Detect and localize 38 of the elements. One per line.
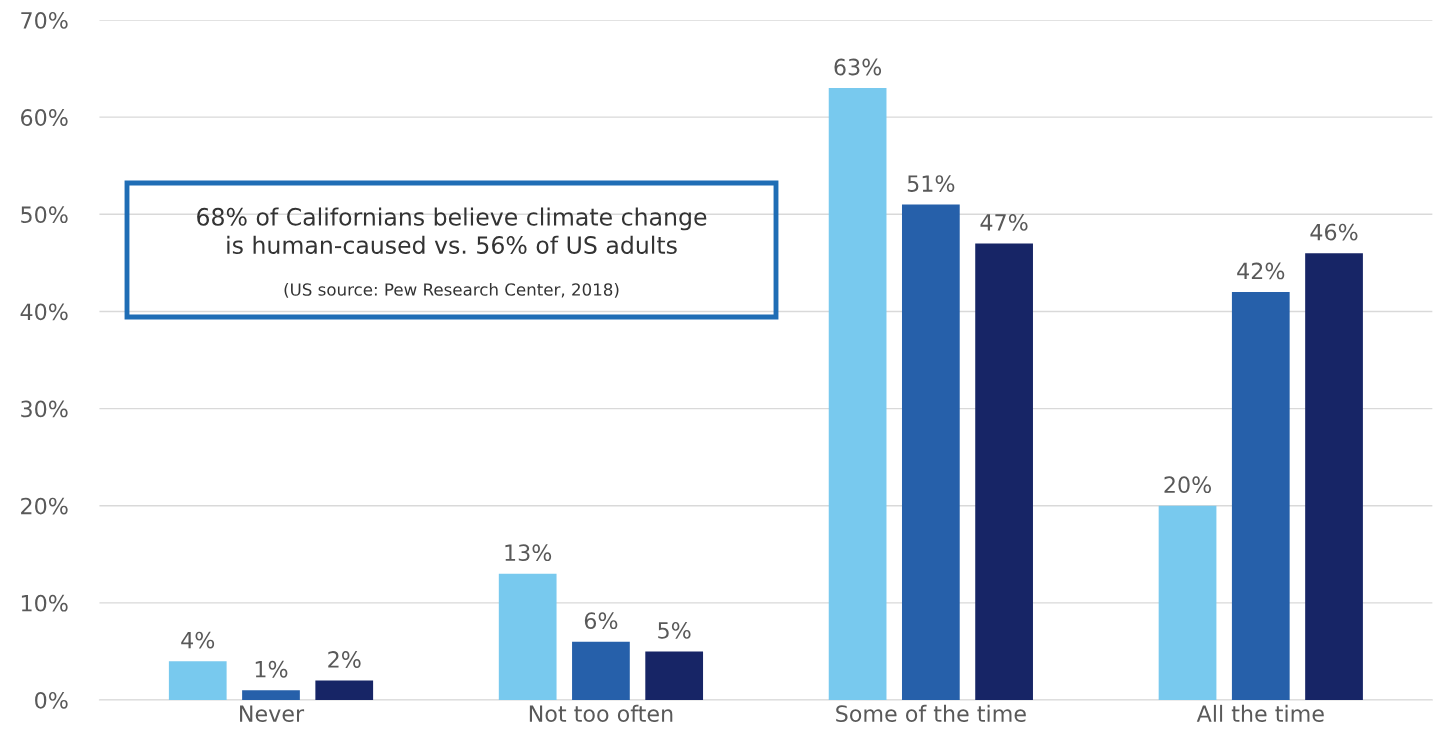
bar <box>242 690 300 700</box>
bar <box>1158 505 1217 700</box>
y-tick-label: 20% <box>21 497 68 515</box>
bar <box>168 661 227 700</box>
data-label: 20% <box>1164 476 1212 494</box>
data-label: 47% <box>980 214 1028 231</box>
bar <box>498 573 557 700</box>
data-label: 63% <box>834 58 882 76</box>
data-label: 42% <box>1237 262 1285 280</box>
bar <box>901 204 960 700</box>
x-tick-label: Not too often <box>529 704 673 723</box>
bar <box>645 651 704 700</box>
data-label: 5% <box>658 621 691 639</box>
y-tick-label: 0% <box>35 691 68 709</box>
bar <box>1305 253 1363 700</box>
y-tick-label: 40% <box>20 303 68 321</box>
bar <box>828 88 887 700</box>
data-label: 1% <box>255 660 288 678</box>
data-label: 2% <box>328 651 361 668</box>
bar <box>975 243 1033 700</box>
x-tick-label: All the time <box>1196 704 1324 723</box>
y-tick-label: 30% <box>21 400 68 418</box>
annotation: (US source: Pew Research Center, 2018) <box>284 282 619 298</box>
y-tick-label: 60% <box>21 109 68 126</box>
data-label: 51% <box>907 175 955 192</box>
bar <box>315 680 374 700</box>
x-tick-label: Some of the time <box>836 704 1026 723</box>
bar <box>1231 292 1290 700</box>
bar <box>572 641 630 700</box>
data-label: 46% <box>1310 223 1358 241</box>
data-label: 6% <box>584 612 618 630</box>
y-tick-label: 70% <box>21 11 68 29</box>
data-label: 4% <box>181 631 215 649</box>
x-tick-label: Never <box>240 705 305 723</box>
data-label: 13% <box>505 544 552 562</box>
annotation: 68% of Californians believe climate change is human-caused vs. 56% of US adults <box>197 207 707 254</box>
y-tick-label: 10% <box>21 594 68 612</box>
y-tick-label: 50% <box>21 206 68 224</box>
